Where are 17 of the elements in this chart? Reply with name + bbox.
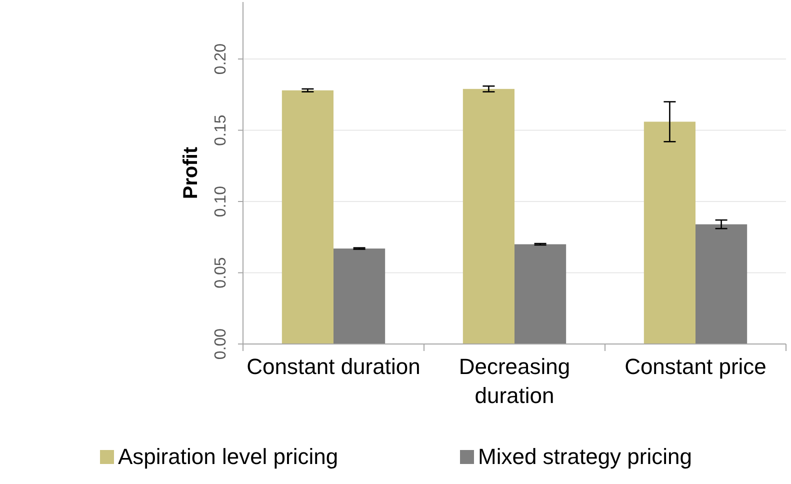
bar (514, 244, 566, 344)
bar (334, 248, 386, 344)
y-tick-label: 0.05 (212, 257, 230, 288)
y-axis-title: Profit (180, 146, 202, 200)
y-tick-label: 0.15 (212, 114, 230, 146)
legend-label: Aspiration level pricing (118, 444, 338, 469)
y-tick-label: 0.10 (212, 186, 230, 218)
bar (696, 224, 748, 344)
legend-label: Mixed strategy pricing (478, 444, 692, 469)
bar (462, 88, 514, 344)
x-tick-label: Decreasing duration (458, 354, 570, 408)
x-tick-label: Constant price (624, 354, 766, 379)
bar (644, 122, 696, 344)
y-tick-label: 0.20 (212, 43, 230, 75)
y-tick-label: 0.00 (212, 328, 230, 360)
x-tick-label: Constant duration (246, 354, 420, 379)
bar (282, 90, 334, 344)
